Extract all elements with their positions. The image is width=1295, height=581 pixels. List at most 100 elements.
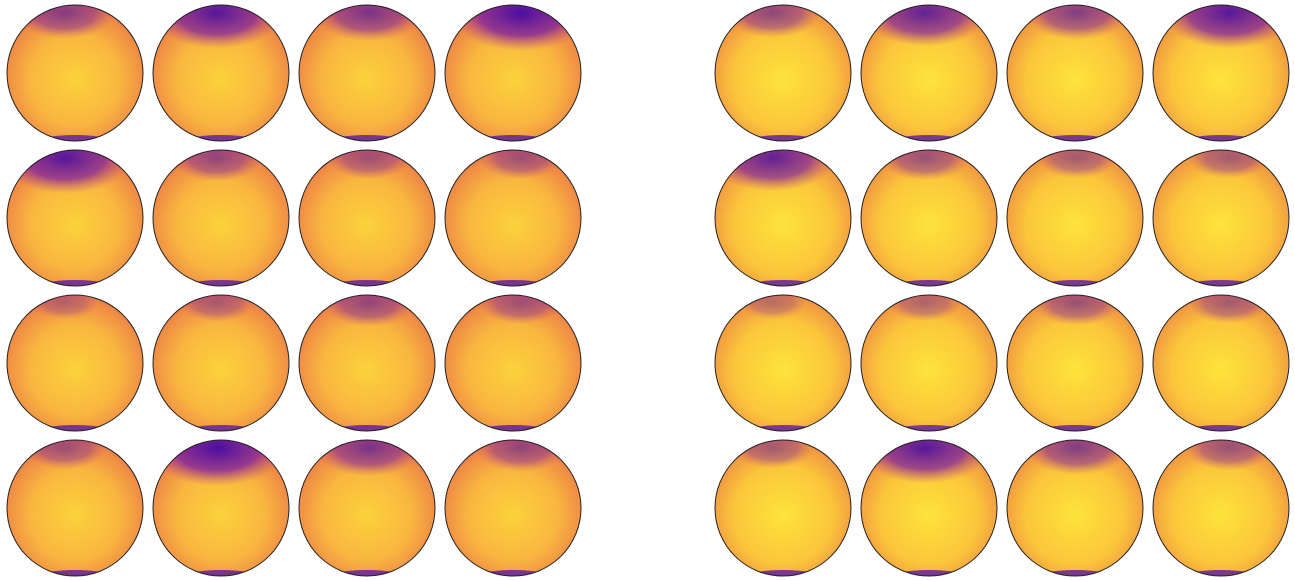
cold-region	[1025, 5, 1129, 40]
globe-fill	[1007, 5, 1143, 141]
cold-region	[1188, 295, 1270, 324]
cold-region	[153, 5, 283, 49]
globe	[444, 4, 582, 142]
polar-band	[473, 425, 553, 431]
globe-fill	[7, 295, 143, 431]
globe-outline	[152, 294, 290, 432]
cold-region	[479, 150, 563, 180]
globe	[6, 149, 144, 287]
globe	[1152, 149, 1290, 287]
globe-outline	[714, 294, 852, 432]
polar-band	[1181, 135, 1261, 141]
cold-region	[31, 295, 99, 320]
polar-band	[889, 425, 969, 431]
globe-outline	[860, 149, 998, 287]
polar-band	[35, 425, 115, 431]
globe-fill	[153, 295, 289, 431]
globe-fill	[299, 440, 435, 576]
globe-outline	[444, 4, 582, 142]
globe-outline	[6, 149, 144, 287]
globe-outline	[1006, 439, 1144, 577]
globe-fill	[1153, 150, 1289, 286]
globe-fill	[715, 440, 851, 576]
globe-fill	[861, 295, 997, 431]
globe	[298, 439, 436, 577]
globe-outline	[152, 4, 290, 142]
globe	[298, 294, 436, 432]
globe	[860, 149, 998, 287]
cold-region	[1036, 150, 1118, 179]
globe	[6, 4, 144, 142]
cold-region	[732, 440, 814, 469]
cold-region	[475, 440, 567, 472]
polar-band	[743, 280, 823, 286]
globe-outline	[298, 294, 436, 432]
polar-band	[1035, 280, 1115, 286]
polar-band	[743, 425, 823, 431]
globe-fill	[153, 150, 289, 286]
globe	[714, 4, 852, 142]
polar-band	[327, 280, 407, 286]
globe	[152, 439, 290, 577]
globe	[714, 439, 852, 577]
polar-band	[889, 135, 969, 141]
globe-outline	[714, 149, 852, 287]
cold-region	[7, 150, 131, 194]
polar-band	[327, 425, 407, 431]
polar-band	[743, 135, 823, 141]
globe-fill	[715, 295, 851, 431]
globe-fill	[861, 150, 997, 286]
cold-region	[153, 440, 287, 486]
polar-band	[181, 135, 261, 141]
globe	[298, 4, 436, 142]
globe-fill	[299, 150, 435, 286]
globe-outline	[860, 4, 998, 142]
globe-fill	[445, 295, 581, 431]
cold-region	[861, 440, 991, 484]
globe	[714, 149, 852, 287]
globe-outline	[6, 4, 144, 142]
globe-fill	[445, 440, 581, 576]
globe-outline	[714, 439, 852, 577]
cold-region	[739, 295, 807, 320]
polar-band	[35, 280, 115, 286]
globe-outline	[860, 439, 998, 577]
globe-fill	[1007, 295, 1143, 431]
globe-outline	[714, 4, 852, 142]
polar-band	[35, 135, 115, 141]
globe-fill	[7, 5, 143, 141]
globe-outline	[6, 439, 144, 577]
globe-outline	[298, 149, 436, 287]
globe-outline	[1152, 439, 1290, 577]
cold-region	[1163, 5, 1289, 49]
polar-band	[1035, 425, 1115, 431]
globe	[1006, 294, 1144, 432]
globe-outline	[860, 294, 998, 432]
globe	[860, 294, 998, 432]
globe-outline	[298, 439, 436, 577]
cold-region	[1025, 440, 1129, 475]
globe	[444, 149, 582, 287]
cold-region	[15, 5, 115, 39]
globe-outline	[444, 294, 582, 432]
cold-region	[327, 150, 411, 180]
globe	[152, 149, 290, 287]
globe-outline	[1152, 294, 1290, 432]
globe	[1152, 294, 1290, 432]
polar-band	[473, 135, 553, 141]
globe	[1006, 439, 1144, 577]
globe-outline	[6, 294, 144, 432]
globe-outline	[1006, 4, 1144, 142]
globe	[860, 4, 998, 142]
globe	[1006, 149, 1144, 287]
globe	[6, 294, 144, 432]
cold-region	[323, 295, 415, 327]
cold-region	[315, 5, 423, 42]
globe-outline	[152, 149, 290, 287]
polar-band	[181, 280, 261, 286]
polar-band	[181, 425, 261, 431]
globe	[444, 439, 582, 577]
globe	[1152, 439, 1290, 577]
